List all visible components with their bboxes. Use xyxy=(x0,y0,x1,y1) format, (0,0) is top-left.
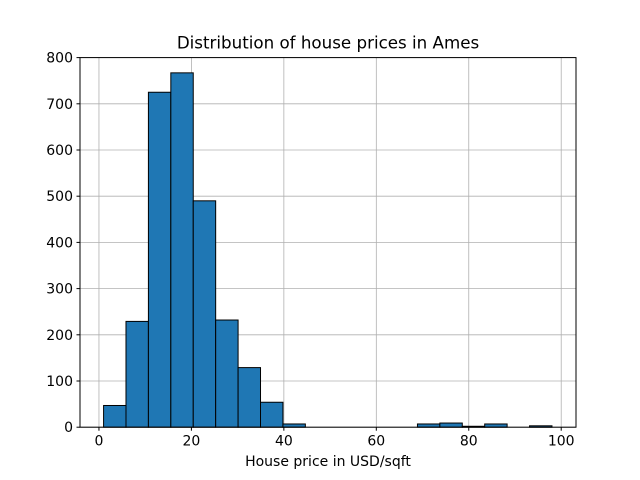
x-tick-label: 20 xyxy=(182,434,200,450)
x-axis-label: House price in USD/sqft xyxy=(245,454,411,470)
y-tick-label: 800 xyxy=(46,51,73,67)
axes-layer xyxy=(76,57,577,431)
y-tick-label: 100 xyxy=(46,374,73,390)
histogram-bar xyxy=(170,72,194,428)
histogram-bar xyxy=(260,401,284,428)
y-tick-label: 300 xyxy=(46,282,73,298)
histogram-bar xyxy=(147,91,172,428)
y-tick-label: 400 xyxy=(46,235,73,251)
y-tick-label: 0 xyxy=(64,420,73,436)
y-tick-label: 500 xyxy=(46,189,73,205)
x-tick-label: 0 xyxy=(94,434,103,450)
histogram-bar xyxy=(192,200,217,428)
bars-layer xyxy=(103,72,553,428)
x-tick-label: 40 xyxy=(275,434,293,450)
histogram-bar xyxy=(125,320,149,428)
histogram-bar xyxy=(237,367,262,428)
x-tick-label: 60 xyxy=(367,434,385,450)
y-tick-label: 200 xyxy=(46,328,73,344)
chart-title: Distribution of house prices in Ames xyxy=(177,33,479,53)
x-tick-label: 80 xyxy=(460,434,478,450)
histogram-bar xyxy=(439,422,463,428)
x-tick-label: 100 xyxy=(548,434,575,450)
y-tick-label: 700 xyxy=(46,97,73,113)
histogram-bar xyxy=(215,319,239,428)
histogram-bar xyxy=(103,404,127,428)
tick-label-layer: 0 20 40 60 80 100 0 100 200 300 400 500 600 700 800 xyxy=(46,51,574,450)
y-tick-label: 600 xyxy=(46,143,73,159)
